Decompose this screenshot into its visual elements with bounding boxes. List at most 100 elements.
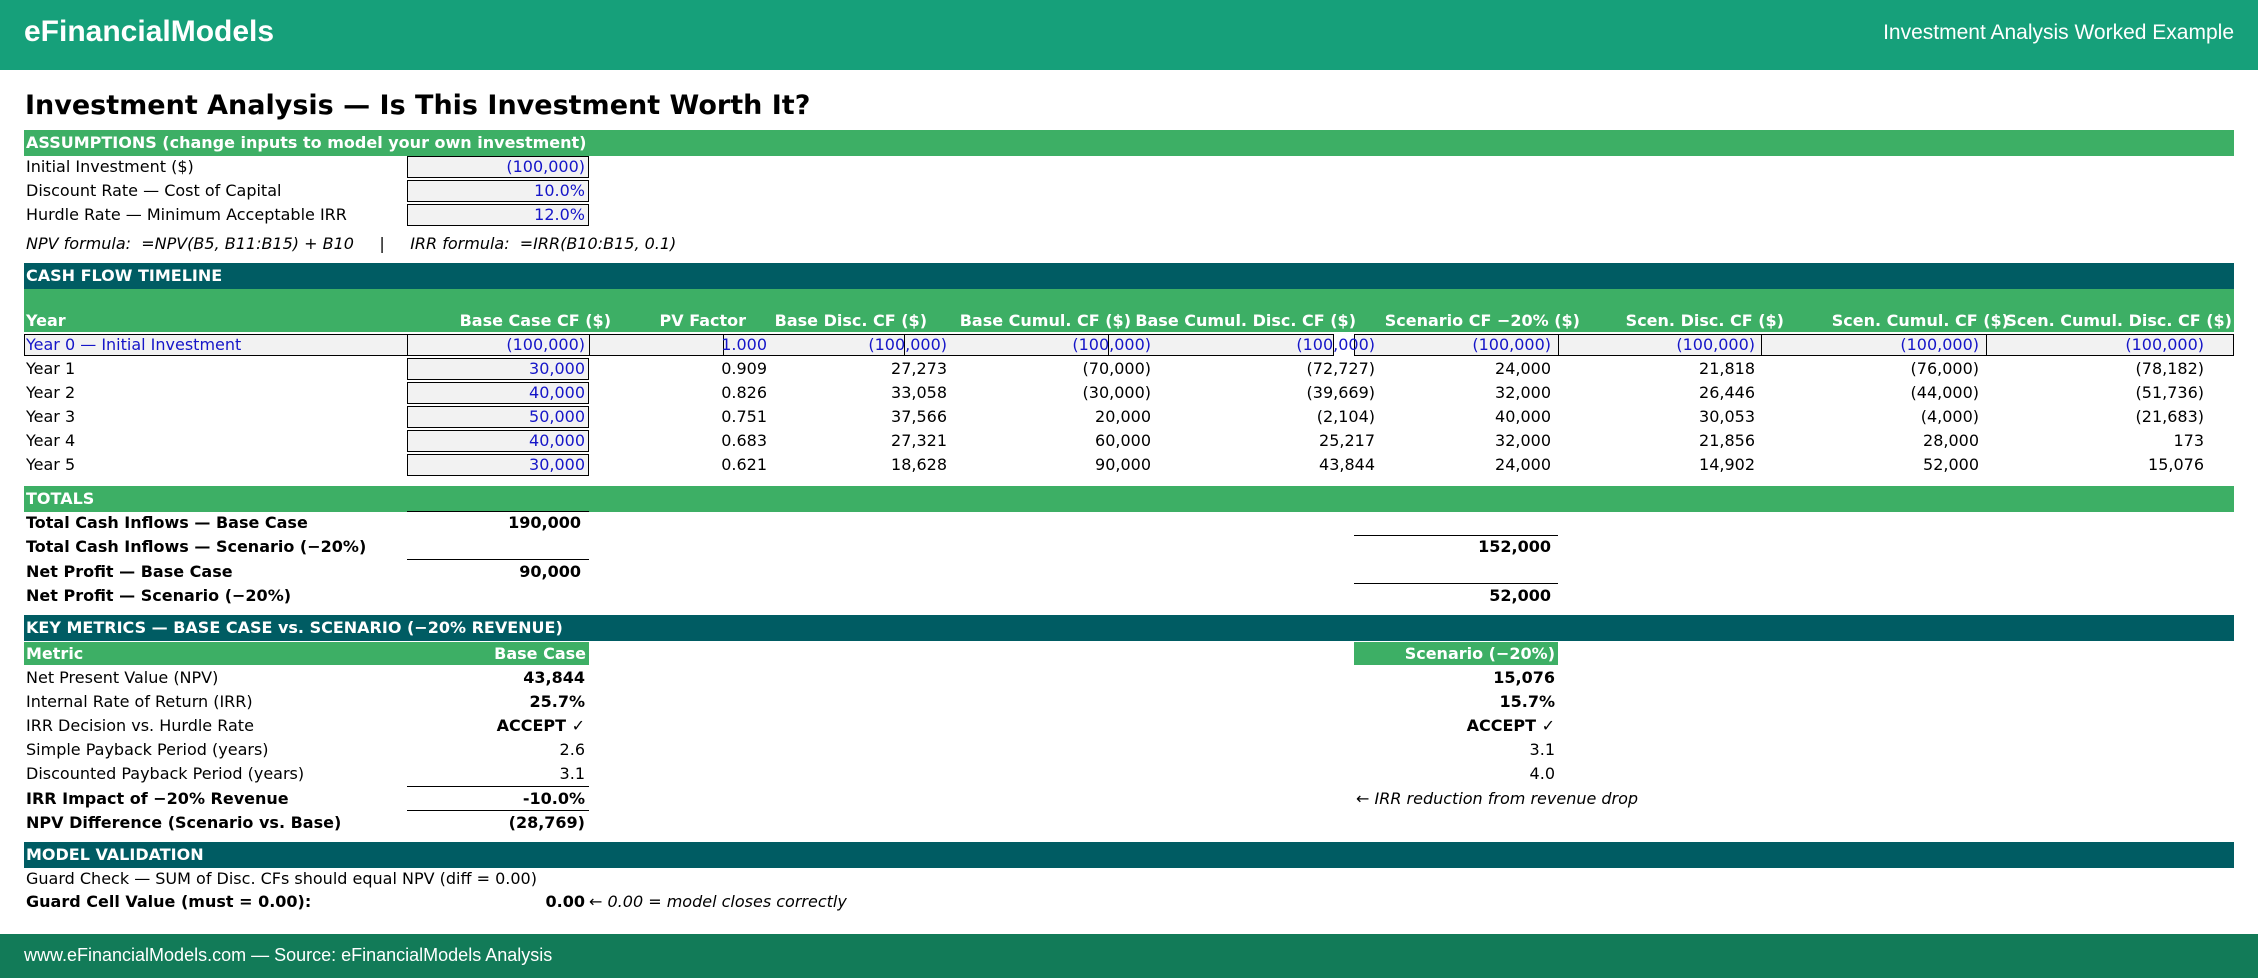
cash-flow-cell: (100,000): [1072, 335, 1151, 354]
total-inflows-scen-value: 152,000: [1478, 537, 1551, 556]
base-cf-input-year5[interactable]: [407, 454, 589, 476]
net-profit-base-value: 90,000: [519, 562, 581, 581]
base-cf-input-year4[interactable]: [407, 430, 589, 452]
totals-rule-base-top: [407, 511, 589, 512]
cash-flow-cell: 173: [2173, 431, 2204, 450]
metric-label: Net Present Value (NPV): [26, 668, 219, 687]
footer-text: www.eFinancialModels.com — Source: eFina…: [24, 945, 553, 965]
cash-flow-cell: (78,182): [2135, 359, 2204, 378]
cash-flow-cell: 18,628: [891, 455, 947, 474]
col-pv-factor: PV Factor: [659, 311, 746, 330]
year0-sep-8: [1986, 334, 1987, 356]
cash-flow-cell[interactable]: 50,000: [529, 407, 585, 426]
year0-sep-7: [1761, 334, 1762, 356]
year-label: Year 5: [26, 455, 76, 474]
year0-sep-1: [407, 334, 408, 356]
cash-flow-cell: 27,273: [891, 359, 947, 378]
cash-flow-cell: (44,000): [1910, 383, 1979, 402]
cash-flow-cell: (21,683): [2135, 407, 2204, 426]
cash-flow-cell: (100,000): [868, 335, 947, 354]
metric-base-value: 25.7%: [529, 692, 585, 711]
cash-flow-cell: (100,000): [1472, 335, 1551, 354]
app-header: eFinancialModels Investment Analysis Wor…: [0, 0, 2258, 70]
guard-cell-value: 0.00: [545, 892, 585, 911]
npv-diff-rule: [407, 810, 589, 811]
cash-flow-cell: 32,000: [1495, 383, 1551, 402]
metrics-header-base: Metric Base Case: [24, 642, 589, 665]
cash-flow-cell[interactable]: (100,000): [506, 335, 585, 354]
guard-cell-label: Guard Cell Value (must = 0.00):: [26, 892, 312, 911]
col-scen-cumul-disc-cf: Scen. Cumul. Disc. CF ($): [2005, 311, 2232, 330]
col-scen-disc-cf: Scen. Disc. CF ($): [1625, 311, 1784, 330]
initial-investment-input[interactable]: (100,000): [407, 156, 589, 178]
cash-flow-cell: 20,000: [1095, 407, 1151, 426]
metrics-band-label: KEY METRICS — BASE CASE vs. SCENARIO (−2…: [26, 618, 563, 637]
cash-flow-cell[interactable]: 30,000: [529, 359, 585, 378]
cash-flow-cell: 15,076: [2148, 455, 2204, 474]
discount-rate-input[interactable]: 10.0%: [407, 180, 589, 202]
cash-flow-cell: 0.909: [721, 359, 767, 378]
guard-check-text: Guard Check — SUM of Disc. CFs should eq…: [26, 869, 537, 888]
year-label: Year 0 — Initial Investment: [26, 335, 242, 354]
cash-flow-cell: (100,000): [1296, 335, 1375, 354]
metric-label: Simple Payback Period (years): [26, 740, 269, 759]
cash-flow-cell: (76,000): [1910, 359, 1979, 378]
cash-flow-cell[interactable]: 30,000: [529, 455, 585, 474]
cash-flow-cell: 0.826: [721, 383, 767, 402]
metrics-header-metric: Metric: [26, 644, 84, 663]
cash-flow-cell: (70,000): [1082, 359, 1151, 378]
metric-scenario-value: 15.7%: [1499, 692, 1555, 711]
timeline-band: CASH FLOW TIMELINE: [24, 263, 2234, 289]
cash-flow-cell: 24,000: [1495, 359, 1551, 378]
metrics-header-scenario: Scenario (−20%): [1354, 642, 1558, 665]
metric-scenario-value: ACCEPT ✓: [1466, 716, 1555, 735]
header-title: Investment Analysis Worked Example: [1883, 21, 2234, 44]
net-profit-scen-label: Net Profit — Scenario (−20%): [26, 586, 292, 605]
total-inflows-base-label: Total Cash Inflows — Base Case: [26, 513, 308, 532]
irr-impact-rule: [407, 786, 589, 787]
cash-flow-cell[interactable]: 40,000: [529, 431, 585, 450]
formula-note: NPV formula: =NPV(B5, B11:B15) + B10 | I…: [26, 234, 677, 253]
col-base-cf: Base Case CF ($): [459, 311, 611, 330]
assumption-label-hurdle-rate: Hurdle Rate — Minimum Acceptable IRR: [26, 205, 347, 224]
year0-sep-6: [1558, 334, 1559, 356]
metric-base-value: ACCEPT ✓: [496, 716, 585, 735]
hurdle-rate-value: 12.0%: [534, 205, 585, 224]
year0-base-row-box: [24, 334, 1334, 356]
base-cf-input-year1[interactable]: [407, 358, 589, 380]
totals-rule-profit-scen: [1354, 583, 1558, 584]
cash-flow-cell: 43,844: [1319, 455, 1375, 474]
base-cf-input-year3[interactable]: [407, 406, 589, 428]
col-year: Year: [26, 311, 66, 330]
year0-scenario-row-box: [1354, 334, 2234, 356]
year0-sep-2: [589, 334, 590, 356]
timeline-band-label: CASH FLOW TIMELINE: [26, 266, 223, 285]
total-inflows-base-value: 190,000: [508, 513, 581, 532]
cash-flow-cell: 21,856: [1699, 431, 1755, 450]
metrics-header-scenario-label: Scenario (−20%): [1404, 644, 1555, 663]
col-scen-cumul-cf: Scen. Cumul. CF ($): [1831, 311, 2009, 330]
cash-flow-cell: 33,058: [891, 383, 947, 402]
cash-flow-cell[interactable]: 40,000: [529, 383, 585, 402]
cash-flow-cell: 52,000: [1923, 455, 1979, 474]
cash-flow-cell: 32,000: [1495, 431, 1551, 450]
discount-rate-value: 10.0%: [534, 181, 585, 200]
col-base-cumul-disc-cf: Base Cumul. Disc. CF ($): [1135, 311, 1356, 330]
cash-flow-cell: 37,566: [891, 407, 947, 426]
totals-band: TOTALS: [24, 486, 2234, 512]
year0-sep-5: [1108, 334, 1109, 356]
metric-base-value: 43,844: [523, 668, 585, 687]
timeline-column-header: Year Base Case CF ($) PV Factor Base Dis…: [24, 309, 2234, 332]
cash-flow-cell: 27,321: [891, 431, 947, 450]
metric-label: IRR Decision vs. Hurdle Rate: [26, 716, 254, 735]
brand-logo[interactable]: eFinancialModels: [24, 15, 275, 48]
year0-sep-4: [904, 334, 905, 356]
timeline-header-fill: [24, 289, 2234, 309]
cash-flow-cell: 40,000: [1495, 407, 1551, 426]
metric-base-value: 2.6: [559, 740, 585, 759]
hurdle-rate-input[interactable]: 12.0%: [407, 204, 589, 226]
year-label: Year 2: [26, 383, 76, 402]
base-cf-input-year2[interactable]: [407, 382, 589, 404]
irr-impact-value: -10.0%: [522, 789, 585, 808]
net-profit-base-label: Net Profit — Base Case: [26, 562, 233, 581]
